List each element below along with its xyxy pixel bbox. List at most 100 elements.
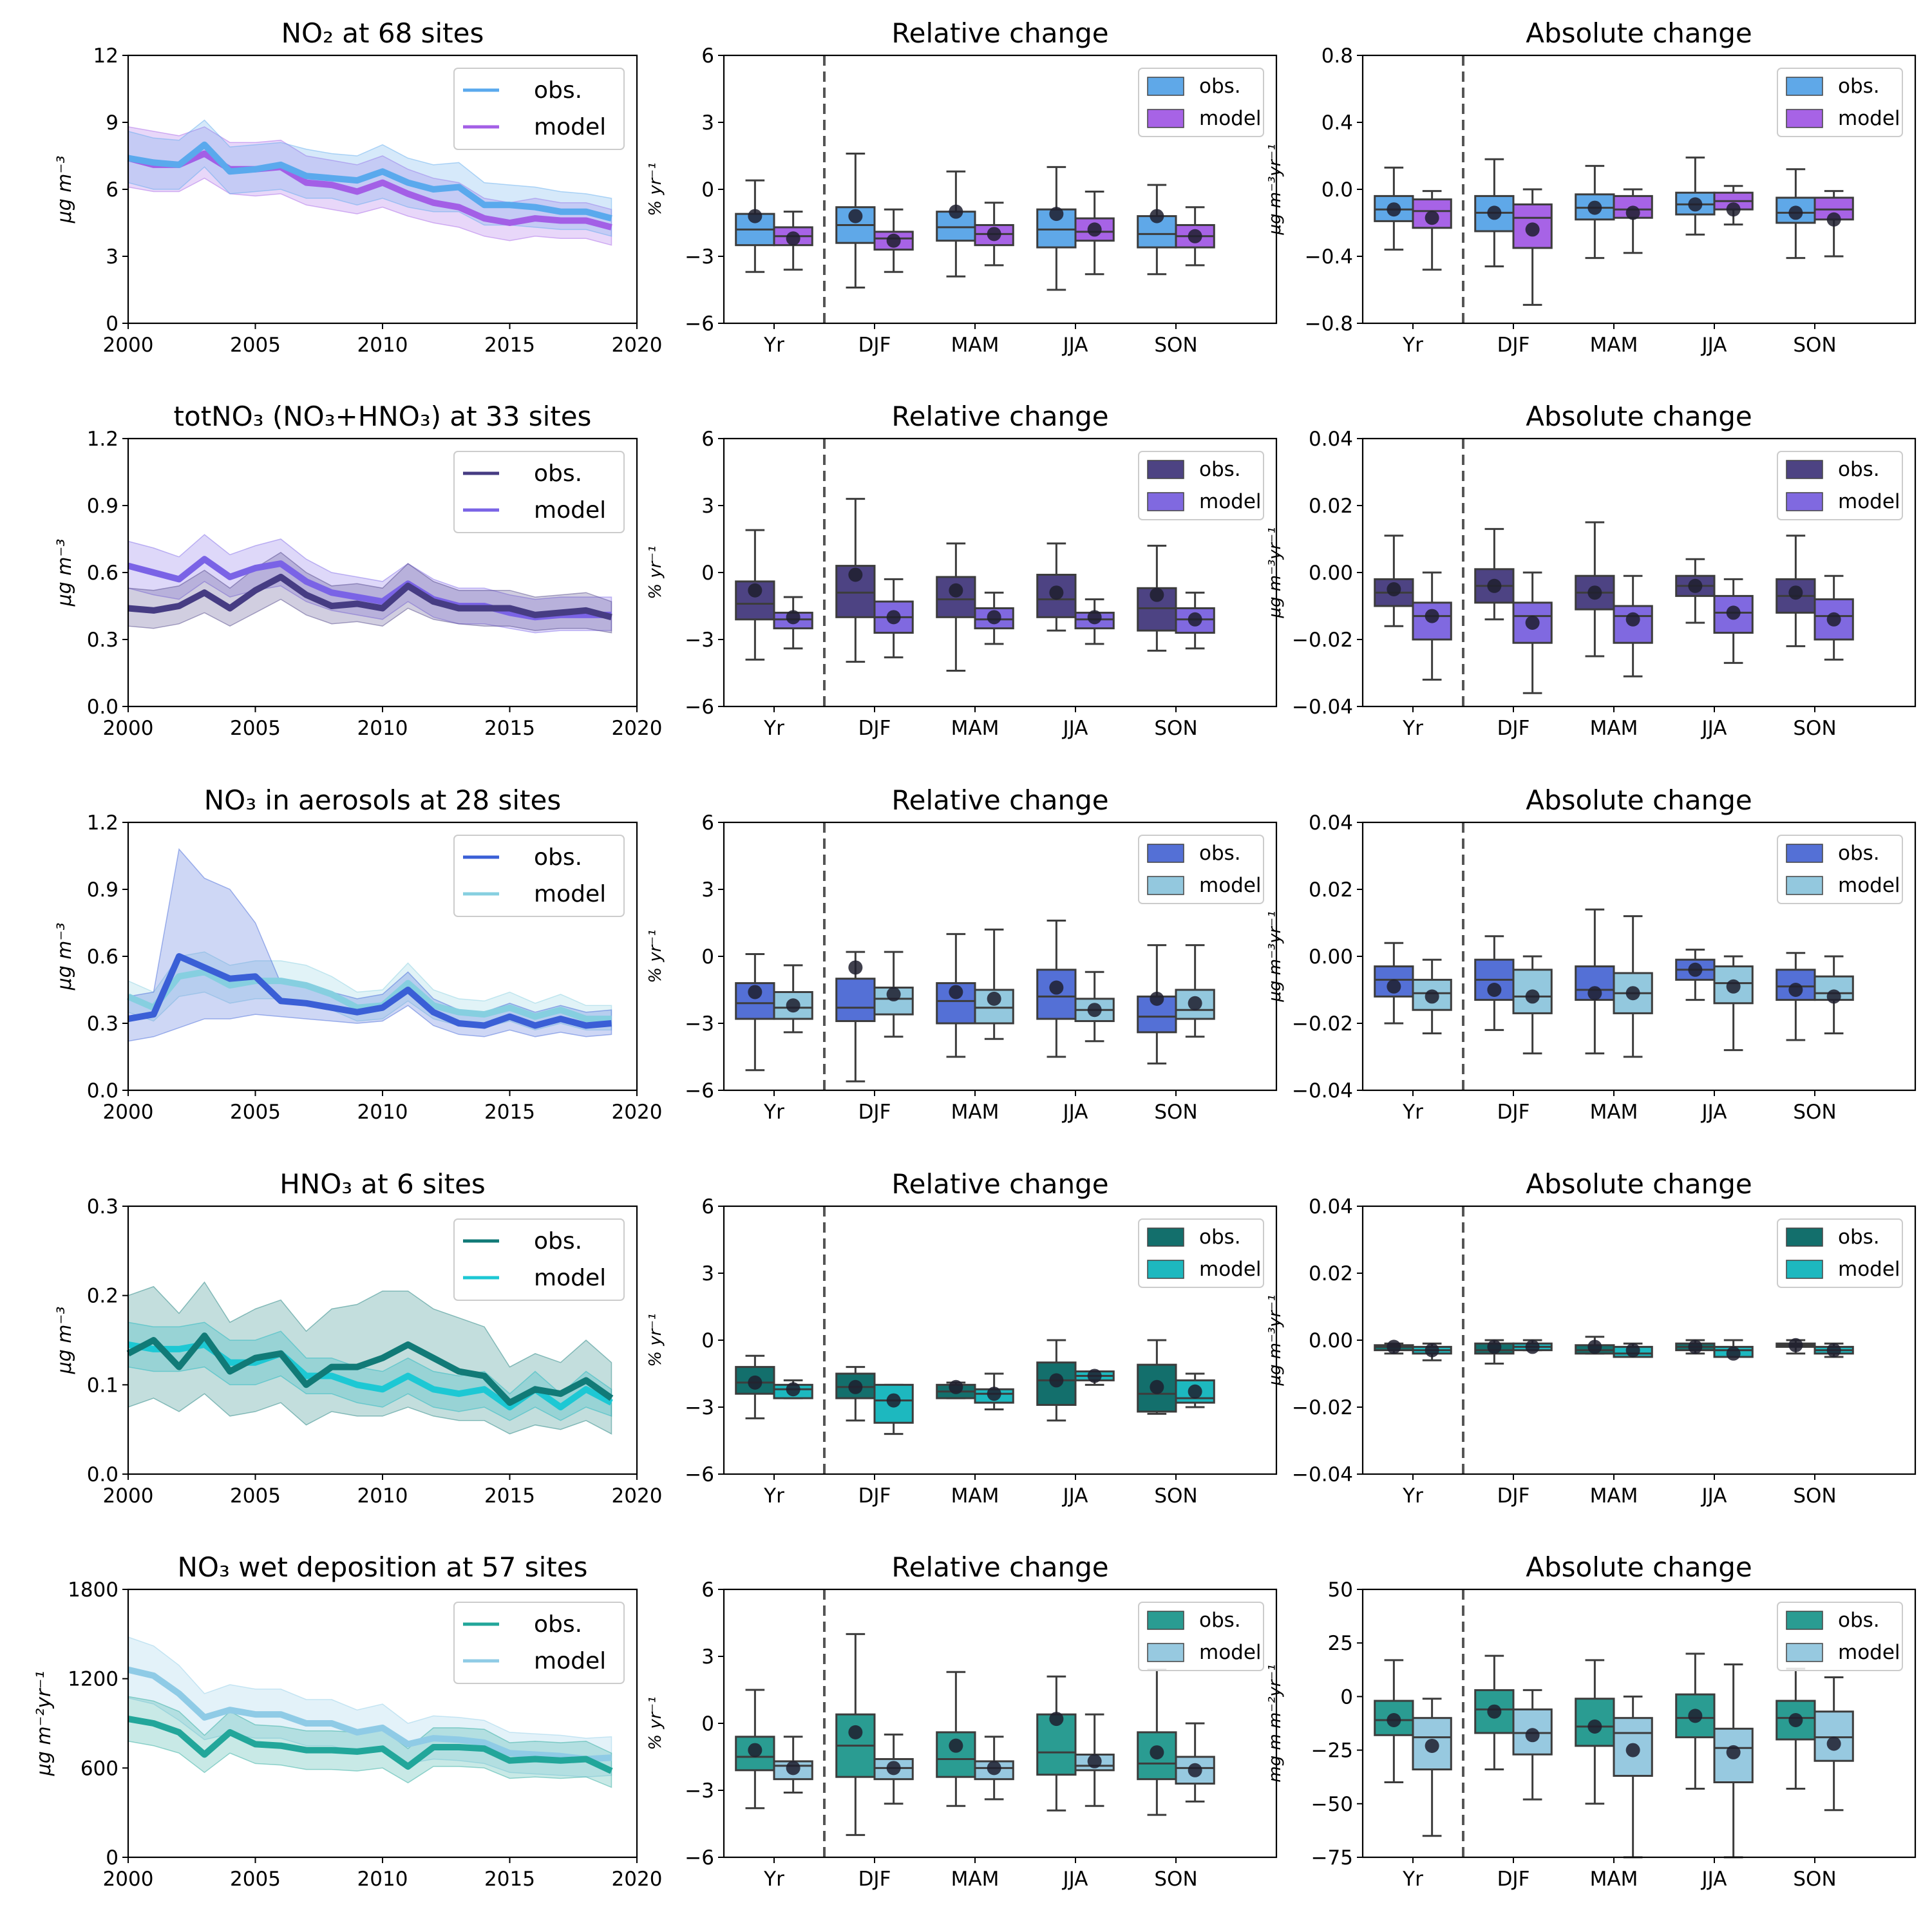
box-model-DJF (1512, 188, 1553, 306)
timeseries-legend: obs. model (453, 68, 625, 150)
x-tick-label: 2010 (357, 717, 408, 740)
y-tick-label: 6 (701, 811, 714, 835)
x-tick-label: 2020 (612, 1868, 663, 1891)
box-mean-dot (1726, 979, 1741, 994)
box-obs-SON (1776, 1667, 1816, 1790)
box-mean-dot (1425, 609, 1439, 623)
y-tick-label: −3 (685, 1396, 714, 1419)
timeseries-legend: obs. model (453, 835, 625, 917)
box-model-MAM (974, 1372, 1014, 1410)
relative-change-panel-wetdep: Yr DJF MAM JJA SON −6 −3 0 3 6 Relative change % yr… (646, 1551, 1278, 1891)
timeseries-legend: obs. model (453, 451, 625, 533)
y-tick-label: 0 (106, 312, 118, 336)
legend-label-obs: obs. (1199, 458, 1241, 481)
box-body (1512, 1708, 1553, 1756)
box-mean-dot (786, 998, 800, 1013)
x-tick-label-mam: MAM (951, 717, 999, 740)
box-obs-SON (1137, 1669, 1177, 1816)
timeseries-ylabel: μg m⁻³ (53, 923, 76, 991)
box-mean-dot (1587, 1719, 1602, 1734)
box-model-JJA (1713, 955, 1754, 1052)
box-mean-dot (1150, 209, 1164, 223)
box-obs-DJF (835, 1366, 876, 1422)
y-tick-label: 0.9 (87, 495, 118, 518)
y-tick-label: −0.02 (1292, 629, 1353, 652)
x-tick-label: 2020 (612, 334, 663, 357)
box-obs-JJA (1675, 156, 1716, 236)
timeseries-panel-no3aer: 2000 2005 2010 2015 2020 0.0 0.3 0.6 0.9 1.2 NO₃ i… (53, 784, 662, 1124)
timeseries-ylabel: μg m⁻³ (53, 1307, 76, 1375)
y-tick-label: −3 (685, 629, 714, 652)
x-tick-label-djf: DJF (858, 1868, 891, 1891)
legend-swatch-model (1147, 109, 1184, 128)
relative-change-title: Relative change (891, 401, 1108, 432)
absolute-change-panel-no3aer: Yr DJF MAM JJA SON −0.04 −0.02 0.00 0.02 0.04 Abso… (1265, 784, 1917, 1124)
legend-label-obs: obs. (534, 460, 582, 487)
y-tick-label: 3 (701, 878, 714, 902)
box-obs-JJA (1036, 542, 1077, 632)
box-model-DJF (1512, 955, 1553, 1055)
box-obs-MAM (936, 542, 976, 672)
box-obs-Yr (735, 1354, 775, 1419)
box-model-SON (1814, 955, 1854, 1035)
relative-change-title: Relative change (891, 1551, 1108, 1583)
x-tick-label-yr: Yr (763, 1101, 784, 1124)
box-obs-JJA (1675, 1339, 1716, 1355)
x-tick-label-yr: Yr (1402, 1484, 1423, 1508)
y-tick-label: 0.2 (87, 1285, 118, 1308)
y-tick-label: −0.04 (1292, 1463, 1353, 1486)
box-mean-dot (1425, 989, 1439, 1004)
box-model-JJA (1074, 971, 1115, 1043)
box-model-SON (1175, 1372, 1215, 1408)
x-tick-label-mam: MAM (951, 1101, 999, 1124)
box-mean-dot (886, 610, 901, 625)
y-tick-label: 6 (701, 44, 714, 68)
box-model-SON (1814, 1342, 1854, 1358)
absolute-change-title: Absolute change (1526, 401, 1752, 432)
box-mean-dot (1087, 1368, 1102, 1383)
legend-label-obs: obs. (1838, 842, 1880, 865)
box-model-DJF (1512, 1689, 1553, 1801)
box-obs-DJF (1474, 1654, 1515, 1771)
box-mean-dot (1826, 212, 1841, 227)
box-obs-DJF (1474, 527, 1515, 621)
legend-swatch-obs (1147, 1611, 1184, 1630)
legend-label-obs: obs. (1199, 1609, 1241, 1632)
legend-label-obs: obs. (534, 844, 582, 871)
x-tick-label: 2005 (230, 717, 281, 740)
x-tick-label: 2015 (484, 334, 535, 357)
box-mean-dot (1188, 1763, 1202, 1777)
legend-swatch-obs (1786, 460, 1823, 479)
box-obs-MAM (936, 1379, 976, 1399)
y-tick-label: 6 (106, 178, 118, 202)
box-mean-dot (886, 233, 901, 248)
x-tick-label-son: SON (1793, 1868, 1836, 1891)
x-tick-label-son: SON (1154, 334, 1197, 357)
relative-change-legend: obs. model (1138, 1218, 1264, 1288)
timeseries-title: HNO₃ at 6 sites (279, 1168, 486, 1200)
y-tick-label: 0.0 (87, 1463, 118, 1486)
box-mean-dot (886, 1393, 901, 1408)
box-mean-dot (1049, 1712, 1064, 1727)
y-tick-label: 0 (701, 1329, 714, 1352)
legend-label-model: model (534, 881, 606, 907)
absolute-change-ylabel: μg m⁻³yr⁻¹ (1265, 1294, 1285, 1386)
y-tick-label: −3 (685, 1779, 714, 1803)
box-obs-SON (1137, 1339, 1177, 1415)
box-obs-MAM (1575, 1336, 1615, 1355)
box-mean-dot (949, 1379, 963, 1394)
box-mean-dot (1049, 207, 1064, 222)
x-tick-label-jja: JJA (1062, 717, 1088, 740)
relative-change-legend: obs. model (1138, 1602, 1264, 1671)
timeseries-panel-wetdep: 2000 2005 2010 2015 2020 0 600 1200 1800 NO₃ wet … (33, 1551, 662, 1891)
x-tick-label: 2015 (484, 1484, 535, 1508)
legend-label-model: model (1838, 874, 1900, 897)
x-tick-label-son: SON (1154, 717, 1197, 740)
box-mean-dot (1188, 1384, 1202, 1399)
legend-label-model: model (1838, 1258, 1900, 1281)
y-tick-label: 600 (80, 1757, 118, 1780)
x-tick-label-djf: DJF (858, 1484, 891, 1508)
x-tick-label-jja: JJA (1062, 1484, 1088, 1508)
box-obs-JJA (1675, 1653, 1716, 1790)
box-mean-dot (1587, 585, 1602, 600)
